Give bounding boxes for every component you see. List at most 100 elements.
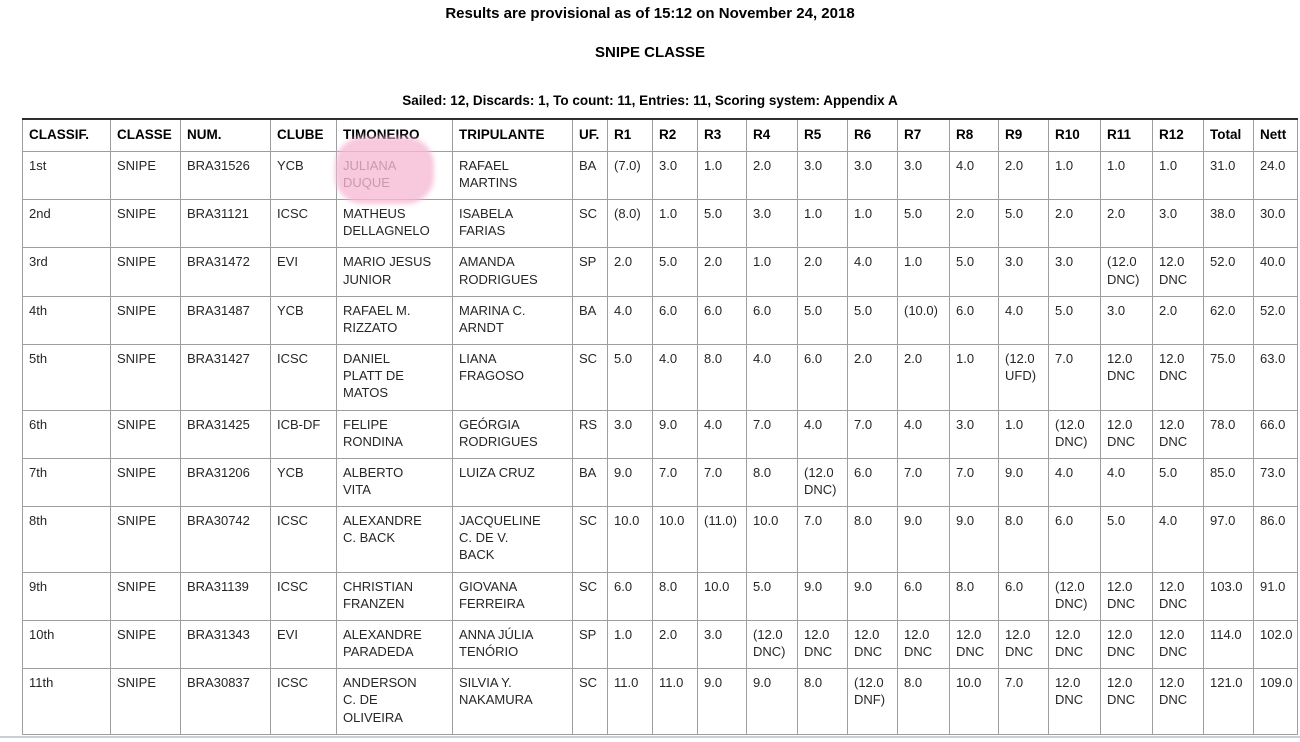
cell-total: 31.0 xyxy=(1203,150,1254,201)
cell-r11: 12.0 DNC xyxy=(1100,344,1153,411)
cell-tripulante: LUIZA CRUZ xyxy=(452,457,573,508)
cell-r3: 5.0 xyxy=(697,199,747,249)
cell-clube: EVI xyxy=(270,619,337,670)
cell-r4: 9.0 xyxy=(746,668,798,735)
cell-r3: 3.0 xyxy=(697,619,747,670)
cell-r1: 11.0 xyxy=(607,668,653,735)
cell-classe: SNIPE xyxy=(110,150,181,201)
cell-clube: ICSC xyxy=(270,344,337,411)
cell-r3: 4.0 xyxy=(697,409,747,459)
cell-r3: 2.0 xyxy=(697,247,747,297)
cell-total: 121.0 xyxy=(1203,668,1254,735)
cell-r4: 5.0 xyxy=(746,571,798,621)
cell-classe: SNIPE xyxy=(110,619,181,670)
cell-uf: RS xyxy=(572,409,608,459)
cell-num: BRA31121 xyxy=(180,199,271,249)
cell-r6: 4.0 xyxy=(847,247,898,297)
cell-clube: ICSC xyxy=(270,506,337,573)
cell-r4: 3.0 xyxy=(746,199,798,249)
cell-r4: 2.0 xyxy=(746,150,798,201)
cell-r10: 4.0 xyxy=(1048,457,1101,508)
cell-tripulante: JACQUELINE C. DE V. BACK xyxy=(452,506,573,573)
cell-r8: 9.0 xyxy=(949,506,999,573)
cell-classe: SNIPE xyxy=(110,409,181,459)
cell-r12: 2.0 xyxy=(1152,295,1204,346)
cell-nett: 52.0 xyxy=(1253,295,1298,346)
cell-r8: 1.0 xyxy=(949,344,999,411)
cell-clube: ICSC xyxy=(270,199,337,249)
col-header-total: Total xyxy=(1203,118,1254,152)
table-row: 5th SNIPE BRA31427 ICSC DANIEL PLATT DE MATO… xyxy=(22,344,1298,411)
cell-r12: 5.0 xyxy=(1152,457,1204,508)
cell-classif: 7th xyxy=(22,457,111,508)
cell-r2: 9.0 xyxy=(652,409,698,459)
cell-num: BRA30837 xyxy=(180,668,271,735)
cell-r11: 12.0 DNC xyxy=(1100,571,1153,621)
cell-r2: 5.0 xyxy=(652,247,698,297)
cell-r6: 1.0 xyxy=(847,199,898,249)
cell-num: BRA31472 xyxy=(180,247,271,297)
cell-r5: 5.0 xyxy=(797,295,848,346)
table-row: 7th SNIPE BRA31206 YCB ALBERTO VITA LUIZA CRU… xyxy=(22,457,1298,508)
cell-r12: 12.0 DNC xyxy=(1152,344,1204,411)
cell-uf: SC xyxy=(572,571,608,621)
cell-r12: 12.0 DNC xyxy=(1152,409,1204,459)
cell-r2: 6.0 xyxy=(652,295,698,346)
cell-r1: (7.0) xyxy=(607,150,653,201)
cell-classe: SNIPE xyxy=(110,344,181,411)
cell-clube: EVI xyxy=(270,247,337,297)
cell-r3: 8.0 xyxy=(697,344,747,411)
cell-r3: 6.0 xyxy=(697,295,747,346)
cell-r8: 6.0 xyxy=(949,295,999,346)
cell-nett: 66.0 xyxy=(1253,409,1298,459)
cell-r9: 3.0 xyxy=(998,247,1049,297)
cell-clube: YCB xyxy=(270,457,337,508)
cell-r1: (8.0) xyxy=(607,199,653,249)
cell-total: 85.0 xyxy=(1203,457,1254,508)
cell-r1: 4.0 xyxy=(607,295,653,346)
cell-tripulante: GIOVANA FERREIRA xyxy=(452,571,573,621)
cell-r1: 1.0 xyxy=(607,619,653,670)
page-divider xyxy=(0,736,1300,738)
cell-r10: 7.0 xyxy=(1048,344,1101,411)
cell-r10: (12.0 DNC) xyxy=(1048,571,1101,621)
cell-r5: 3.0 xyxy=(797,150,848,201)
cell-r6: (12.0 DNF) xyxy=(847,668,898,735)
cell-r7: 8.0 xyxy=(897,668,950,735)
cell-r11: 4.0 xyxy=(1100,457,1153,508)
col-header-nett: Nett xyxy=(1253,118,1298,152)
cell-r2: 7.0 xyxy=(652,457,698,508)
col-header-clube: CLUBE xyxy=(270,118,337,152)
cell-r12: 12.0 DNC xyxy=(1152,619,1204,670)
cell-total: 62.0 xyxy=(1203,295,1254,346)
cell-r6: 9.0 xyxy=(847,571,898,621)
cell-total: 114.0 xyxy=(1203,619,1254,670)
cell-r6: 12.0 DNC xyxy=(847,619,898,670)
table-row: 4th SNIPE BRA31487 YCB RAFAEL M. RIZZATO MARI… xyxy=(22,295,1298,346)
cell-num: BRA31425 xyxy=(180,409,271,459)
cell-classe: SNIPE xyxy=(110,506,181,573)
cell-r8: 8.0 xyxy=(949,571,999,621)
col-header-classe: CLASSE xyxy=(110,118,181,152)
cell-classif: 4th xyxy=(22,295,111,346)
cell-r12: 3.0 xyxy=(1152,199,1204,249)
cell-r1: 5.0 xyxy=(607,344,653,411)
cell-classe: SNIPE xyxy=(110,199,181,249)
cell-clube: ICSC xyxy=(270,571,337,621)
cell-classe: SNIPE xyxy=(110,668,181,735)
class-title: SNIPE CLASSE xyxy=(594,44,706,61)
cell-total: 75.0 xyxy=(1203,344,1254,411)
cell-r8: 2.0 xyxy=(949,199,999,249)
cell-num: BRA31427 xyxy=(180,344,271,411)
cell-r11: 12.0 DNC xyxy=(1100,619,1153,670)
col-header-r2: R2 xyxy=(652,118,698,152)
cell-tripulante: MARINA C. ARNDT xyxy=(452,295,573,346)
cell-uf: SP xyxy=(572,247,608,297)
col-header-r7: R7 xyxy=(897,118,950,152)
cell-r6: 5.0 xyxy=(847,295,898,346)
cell-r7: 4.0 xyxy=(897,409,950,459)
cell-total: 38.0 xyxy=(1203,199,1254,249)
cell-r11: (12.0 DNC) xyxy=(1100,247,1153,297)
cell-r10: 5.0 xyxy=(1048,295,1101,346)
cell-r7: 6.0 xyxy=(897,571,950,621)
